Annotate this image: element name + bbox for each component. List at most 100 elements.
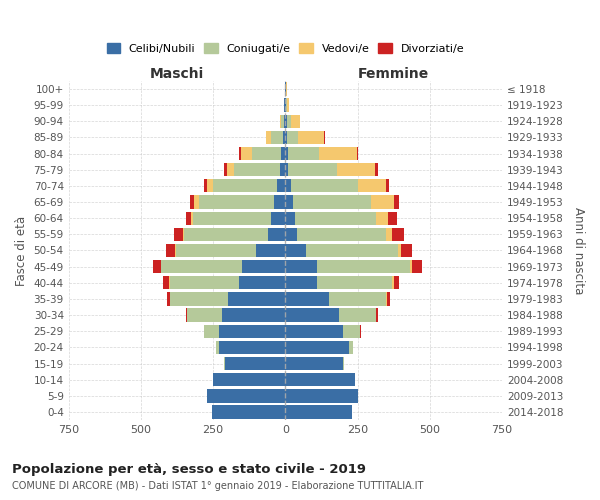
Text: Femmine: Femmine [358, 67, 430, 81]
Bar [280, 163, 286, 176]
Bar [394, 196, 400, 208]
Bar [329, 292, 386, 306]
Bar [271, 212, 286, 225]
Bar [398, 244, 401, 257]
Bar [193, 212, 271, 225]
Bar [190, 196, 194, 208]
Bar [213, 373, 286, 386]
Bar [166, 244, 175, 257]
Bar [349, 341, 353, 354]
Bar [154, 260, 161, 274]
Bar [208, 179, 213, 192]
Bar [287, 114, 291, 128]
Bar [227, 292, 286, 306]
Bar [319, 147, 357, 160]
Y-axis label: Anni di nascita: Anni di nascita [572, 207, 585, 294]
Bar [284, 114, 286, 128]
Bar [291, 179, 358, 192]
Bar [183, 228, 184, 241]
Bar [371, 196, 394, 208]
Bar [174, 228, 183, 241]
Bar [357, 147, 358, 160]
Bar [287, 131, 298, 144]
Bar [239, 147, 241, 160]
Bar [305, 244, 398, 257]
Text: Maschi: Maschi [150, 67, 204, 81]
Bar [194, 196, 199, 208]
Bar [287, 98, 289, 112]
Bar [252, 147, 281, 160]
Bar [286, 292, 329, 306]
Bar [286, 341, 349, 354]
Bar [205, 179, 208, 192]
Bar [176, 244, 256, 257]
Bar [167, 292, 170, 306]
Bar [286, 179, 291, 192]
Bar [295, 212, 376, 225]
Bar [286, 244, 305, 257]
Bar [291, 114, 300, 128]
Bar [387, 292, 390, 306]
Bar [286, 260, 317, 274]
Bar [187, 308, 222, 322]
Bar [376, 212, 388, 225]
Bar [191, 212, 193, 225]
Bar [317, 276, 392, 289]
Bar [277, 179, 286, 192]
Bar [337, 163, 375, 176]
Bar [293, 196, 371, 208]
Bar [227, 163, 234, 176]
Bar [286, 308, 339, 322]
Text: COMUNE DI ARCORE (MB) - Dati ISTAT 1° gennaio 2019 - Elaborazione TUTTITALIA.IT: COMUNE DI ARCORE (MB) - Dati ISTAT 1° ge… [12, 481, 424, 491]
Text: Popolazione per età, sesso e stato civile - 2019: Popolazione per età, sesso e stato civil… [12, 462, 366, 475]
Bar [376, 308, 378, 322]
Bar [281, 147, 286, 160]
Bar [175, 244, 176, 257]
Bar [286, 82, 287, 96]
Bar [375, 163, 378, 176]
Bar [286, 357, 343, 370]
Bar [216, 341, 219, 354]
Bar [286, 390, 358, 402]
Bar [343, 324, 361, 338]
Legend: Celibi/Nubili, Coniugati/e, Vedovi/e, Divorziati/e: Celibi/Nubili, Coniugati/e, Vedovi/e, Di… [102, 39, 469, 58]
Bar [297, 228, 386, 241]
Bar [286, 212, 295, 225]
Bar [358, 179, 386, 192]
Bar [208, 390, 286, 402]
Bar [287, 147, 319, 160]
Bar [184, 228, 268, 241]
Bar [256, 244, 286, 257]
Bar [286, 406, 352, 418]
Bar [412, 260, 422, 274]
Bar [394, 276, 400, 289]
Bar [388, 212, 397, 225]
Bar [392, 276, 394, 289]
Bar [286, 324, 343, 338]
Bar [386, 179, 389, 192]
Bar [286, 114, 287, 128]
Bar [286, 131, 287, 144]
Bar [298, 131, 325, 144]
Bar [284, 98, 286, 112]
Bar [185, 212, 191, 225]
Bar [286, 373, 355, 386]
Bar [224, 357, 286, 370]
Bar [239, 276, 286, 289]
Bar [283, 131, 286, 144]
Bar [317, 260, 410, 274]
Bar [170, 276, 239, 289]
Bar [213, 179, 277, 192]
Bar [271, 131, 283, 144]
Bar [224, 163, 227, 176]
Bar [268, 228, 286, 241]
Bar [401, 244, 412, 257]
Bar [386, 228, 392, 241]
Bar [343, 357, 344, 370]
Bar [212, 406, 286, 418]
Bar [280, 114, 281, 128]
Bar [161, 260, 242, 274]
Bar [242, 260, 286, 274]
Bar [234, 163, 280, 176]
Bar [266, 131, 271, 144]
